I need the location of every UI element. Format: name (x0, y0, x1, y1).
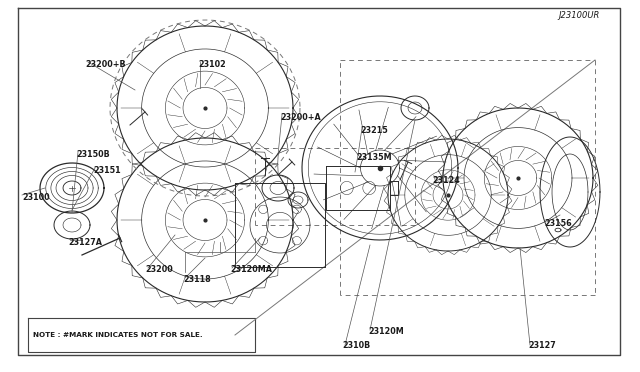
Text: 23200+B: 23200+B (85, 60, 125, 68)
Text: 23156: 23156 (544, 218, 572, 228)
Text: 23200+A: 23200+A (280, 112, 321, 122)
Text: 23135M: 23135M (356, 153, 392, 161)
Text: 23127: 23127 (528, 341, 556, 350)
Text: NOTE : #MARK INDICATES NOT FOR SALE.: NOTE : #MARK INDICATES NOT FOR SALE. (33, 332, 203, 338)
Text: 23118: 23118 (183, 276, 211, 285)
Text: 23120M: 23120M (368, 327, 404, 337)
Text: 23120MA: 23120MA (230, 266, 272, 275)
Text: 23151: 23151 (93, 166, 120, 174)
Text: J23100UR: J23100UR (559, 11, 600, 20)
Text: 23102: 23102 (198, 60, 226, 68)
Text: 23100: 23100 (22, 192, 50, 202)
Text: 23127A: 23127A (68, 237, 102, 247)
Text: 23150B: 23150B (76, 150, 109, 158)
Text: 23124: 23124 (432, 176, 460, 185)
Text: 2310B: 2310B (342, 341, 371, 350)
Text: 23215: 23215 (360, 125, 388, 135)
Text: 23200: 23200 (145, 266, 173, 275)
